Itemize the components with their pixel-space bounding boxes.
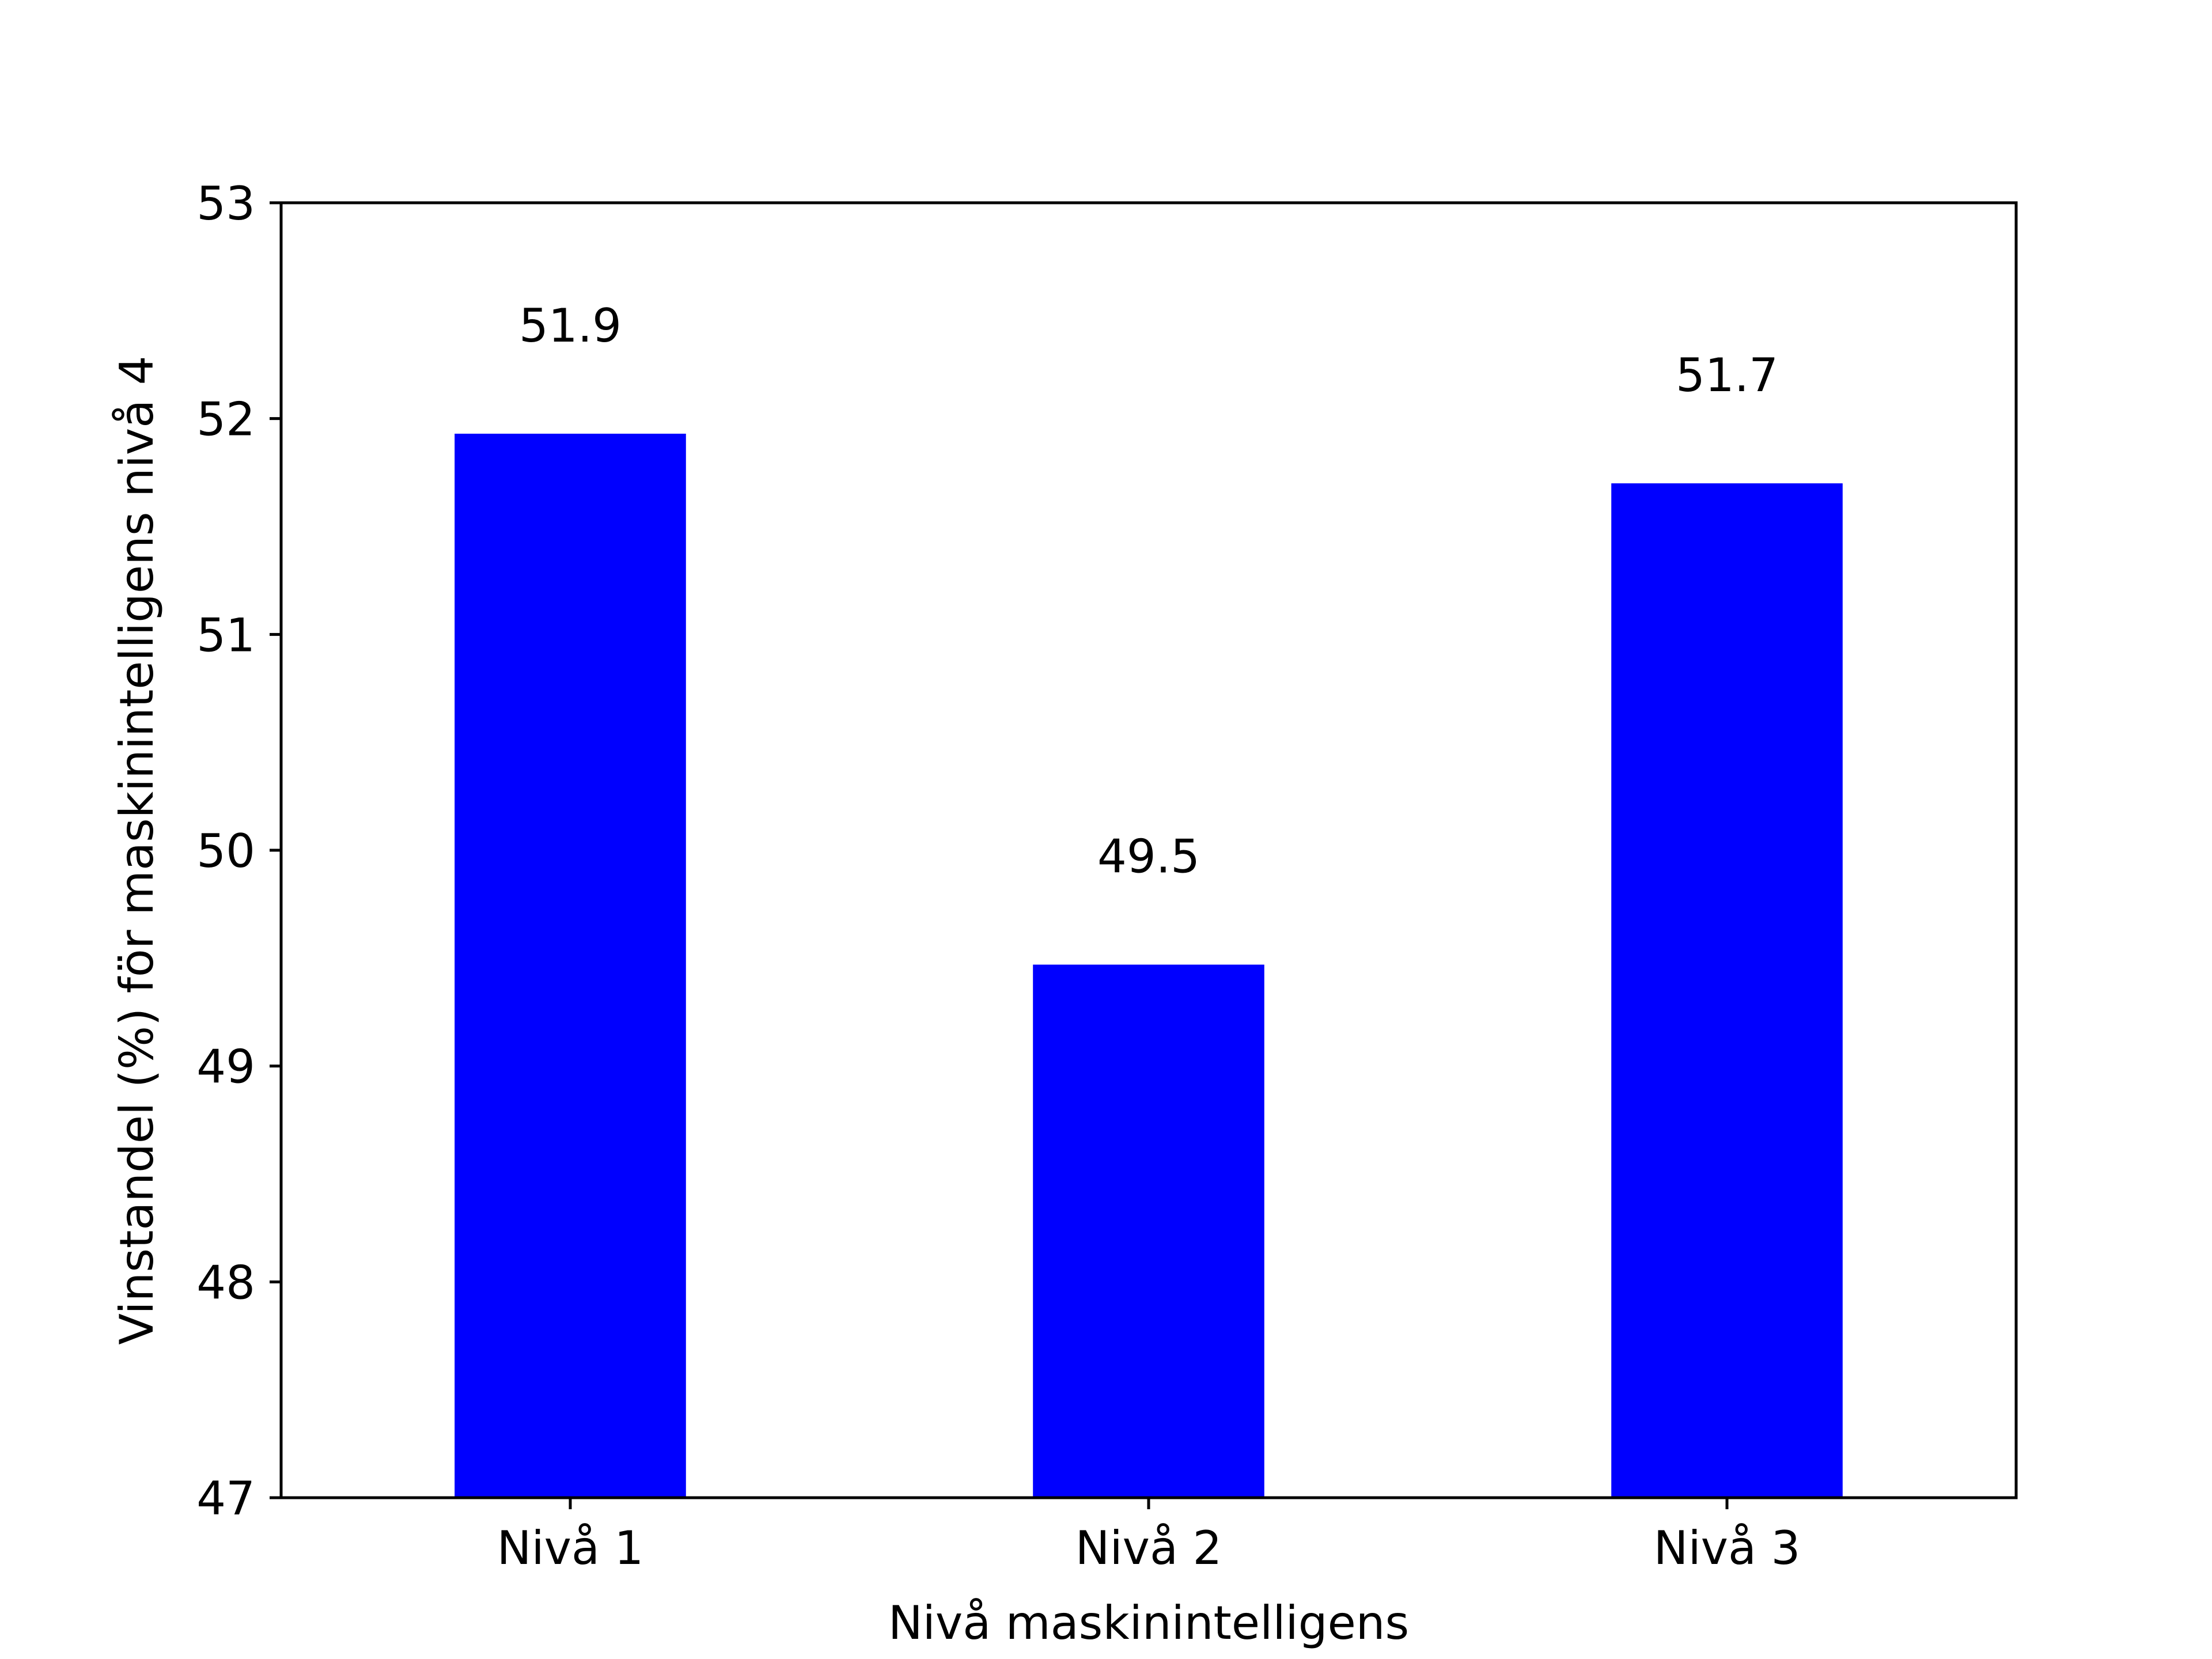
bars-layer [454,433,1843,1498]
data-labels: 51.9 49.5 51.7 [519,299,1778,884]
x-axis-ticks: Nivå 1 Nivå 2 Nivå 3 [497,1498,1801,1575]
x-tick-label-3: Nivå 3 [1654,1521,1801,1575]
bar-value-label-1: 51.9 [519,299,622,353]
y-tick-label-51: 51 [196,608,255,662]
x-tick-label-2: Nivå 2 [1075,1521,1222,1575]
y-tick-label-49: 49 [196,1040,255,1094]
y-tick-label-52: 52 [196,393,255,446]
y-tick-label-47: 47 [196,1472,255,1525]
bar-2 [1033,964,1264,1498]
bar-value-label-3: 51.7 [1676,349,1778,402]
bar-value-label-2: 49.5 [1097,830,1200,884]
x-tick-label-1: Nivå 1 [497,1521,644,1575]
y-tick-label-53: 53 [196,177,255,230]
y-tick-label-50: 50 [196,824,255,878]
y-axis-ticks: 47 48 49 50 51 52 53 [196,177,281,1525]
bar-1 [454,433,686,1498]
y-tick-label-48: 48 [196,1256,255,1309]
bar-3 [1611,483,1843,1498]
y-axis-label: Vinstandel (%) för maskinintelligens niv… [110,355,164,1344]
x-axis-label: Nivå maskinintelligens [888,1596,1409,1650]
